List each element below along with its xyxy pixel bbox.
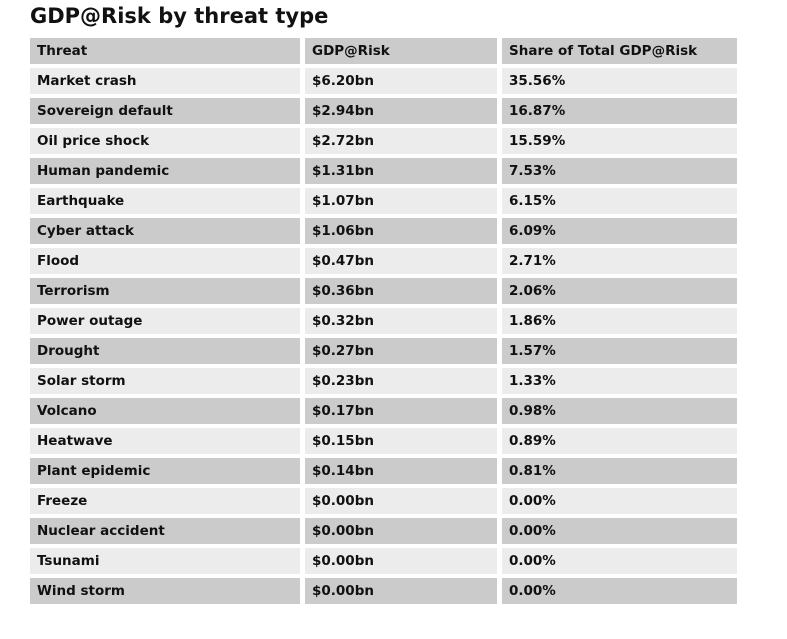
threat-cell: Tsunami [30, 548, 300, 574]
table-body: Market crash $6.20bn 35.56% Sovereign de… [30, 68, 737, 604]
gdp-at-risk-cell: $0.00bn [305, 578, 497, 604]
table-row: Flood $0.47bn 2.71% [30, 248, 737, 274]
share-cell: 6.09% [502, 218, 737, 244]
share-cell: 0.89% [502, 428, 737, 454]
threat-cell: Heatwave [30, 428, 300, 454]
gdp-at-risk-cell: $0.00bn [305, 518, 497, 544]
column-header-threat: Threat [30, 38, 300, 64]
gdp-at-risk-cell: $1.07bn [305, 188, 497, 214]
table-row: Solar storm $0.23bn 1.33% [30, 368, 737, 394]
gdp-at-risk-cell: $0.00bn [305, 548, 497, 574]
gdp-at-risk-cell: $0.00bn [305, 488, 497, 514]
gdp-at-risk-cell: $1.31bn [305, 158, 497, 184]
threat-cell: Solar storm [30, 368, 300, 394]
threat-cell: Cyber attack [30, 218, 300, 244]
page-title: GDP@Risk by threat type [30, 4, 329, 28]
threat-cell: Plant epidemic [30, 458, 300, 484]
gdp-at-risk-cell: $0.17bn [305, 398, 497, 424]
share-cell: 0.00% [502, 518, 737, 544]
share-cell: 35.56% [502, 68, 737, 94]
table-row: Market crash $6.20bn 35.56% [30, 68, 737, 94]
table-row: Oil price shock $2.72bn 15.59% [30, 128, 737, 154]
table-row: Nuclear accident $0.00bn 0.00% [30, 518, 737, 544]
table-row: Tsunami $0.00bn 0.00% [30, 548, 737, 574]
share-cell: 6.15% [502, 188, 737, 214]
share-cell: 0.00% [502, 488, 737, 514]
share-cell: 7.53% [502, 158, 737, 184]
gdp-at-risk-cell: $0.47bn [305, 248, 497, 274]
share-cell: 2.71% [502, 248, 737, 274]
gdp-at-risk-cell: $0.32bn [305, 308, 497, 334]
share-cell: 0.00% [502, 578, 737, 604]
gdp-risk-table: Threat GDP@Risk Share of Total GDP@Risk … [25, 34, 742, 608]
threat-cell: Human pandemic [30, 158, 300, 184]
table-row: Freeze $0.00bn 0.00% [30, 488, 737, 514]
table-row: Power outage $0.32bn 1.86% [30, 308, 737, 334]
table-row: Drought $0.27bn 1.57% [30, 338, 737, 364]
threat-cell: Wind storm [30, 578, 300, 604]
share-cell: 0.81% [502, 458, 737, 484]
threat-cell: Nuclear accident [30, 518, 300, 544]
column-header-share-of-total: Share of Total GDP@Risk [502, 38, 737, 64]
share-cell: 2.06% [502, 278, 737, 304]
share-cell: 16.87% [502, 98, 737, 124]
threat-cell: Power outage [30, 308, 300, 334]
gdp-at-risk-cell: $6.20bn [305, 68, 497, 94]
threat-cell: Freeze [30, 488, 300, 514]
table-row: Volcano $0.17bn 0.98% [30, 398, 737, 424]
table-row: Sovereign default $2.94bn 16.87% [30, 98, 737, 124]
threat-cell: Market crash [30, 68, 300, 94]
table-row: Heatwave $0.15bn 0.89% [30, 428, 737, 454]
gdp-at-risk-cell: $0.15bn [305, 428, 497, 454]
table-header: Threat GDP@Risk Share of Total GDP@Risk [30, 38, 737, 64]
share-cell: 15.59% [502, 128, 737, 154]
threat-cell: Flood [30, 248, 300, 274]
table-row: Wind storm $0.00bn 0.00% [30, 578, 737, 604]
table-row: Cyber attack $1.06bn 6.09% [30, 218, 737, 244]
threat-cell: Sovereign default [30, 98, 300, 124]
table-row: Human pandemic $1.31bn 7.53% [30, 158, 737, 184]
gdp-at-risk-cell: $0.27bn [305, 338, 497, 364]
share-cell: 0.98% [502, 398, 737, 424]
gdp-at-risk-cell: $0.36bn [305, 278, 497, 304]
gdp-at-risk-cell: $1.06bn [305, 218, 497, 244]
column-header-gdp-at-risk: GDP@Risk [305, 38, 497, 64]
share-cell: 1.33% [502, 368, 737, 394]
gdp-at-risk-cell: $2.94bn [305, 98, 497, 124]
threat-cell: Oil price shock [30, 128, 300, 154]
share-cell: 0.00% [502, 548, 737, 574]
table-row: Plant epidemic $0.14bn 0.81% [30, 458, 737, 484]
threat-cell: Earthquake [30, 188, 300, 214]
threat-cell: Terrorism [30, 278, 300, 304]
threat-cell: Volcano [30, 398, 300, 424]
share-cell: 1.57% [502, 338, 737, 364]
gdp-at-risk-cell: $0.14bn [305, 458, 497, 484]
header-row: Threat GDP@Risk Share of Total GDP@Risk [30, 38, 737, 64]
gdp-at-risk-cell: $0.23bn [305, 368, 497, 394]
share-cell: 1.86% [502, 308, 737, 334]
table-row: Terrorism $0.36bn 2.06% [30, 278, 737, 304]
table-row: Earthquake $1.07bn 6.15% [30, 188, 737, 214]
threat-cell: Drought [30, 338, 300, 364]
gdp-at-risk-cell: $2.72bn [305, 128, 497, 154]
